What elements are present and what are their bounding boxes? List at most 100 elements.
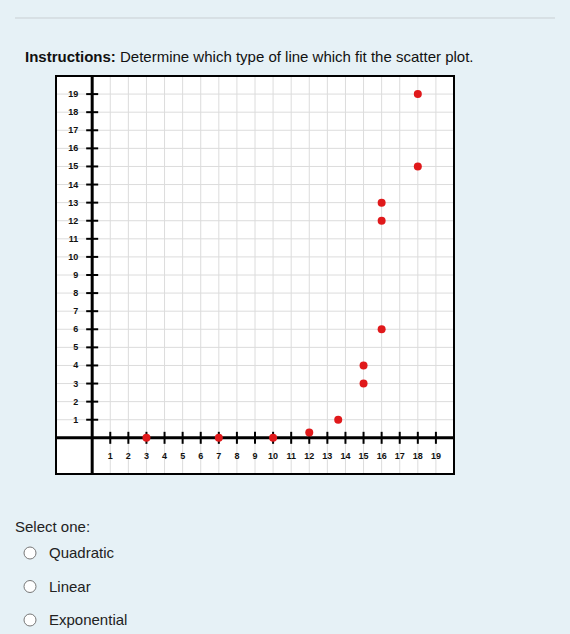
point (215, 434, 223, 442)
grid-y (56, 256, 454, 257)
x-tick-label: 8 (234, 451, 239, 461)
y-tick (86, 220, 98, 222)
y-tick-label: 2 (73, 397, 78, 407)
point (360, 380, 368, 388)
x-tick-label: 2 (126, 451, 131, 461)
radio[interactable] (24, 547, 36, 559)
x-tick (290, 432, 292, 444)
y-tick (86, 202, 98, 204)
grid-y (56, 329, 454, 330)
grid-y (56, 347, 454, 348)
grid-y (56, 383, 454, 384)
x-tick (109, 432, 111, 444)
x-tick-label: 3 (144, 451, 149, 461)
x-tick-label: 12 (304, 451, 314, 461)
y-tick-label: 10 (68, 252, 78, 262)
y-tick-label: 3 (73, 379, 78, 389)
radio[interactable] (24, 614, 36, 626)
y-tick-label: 8 (73, 288, 78, 298)
x-tick (182, 432, 184, 444)
y-tick-label: 1 (73, 415, 78, 425)
x-tick (417, 432, 419, 444)
y-tick-label: 15 (68, 161, 78, 171)
y-tick (86, 419, 98, 421)
grid-y (56, 238, 454, 239)
y-tick (86, 328, 98, 330)
y-tick-label: 7 (73, 306, 78, 316)
grid-y (56, 130, 454, 131)
y-tick (86, 346, 98, 348)
instructions-text: Determine which type of line which fit t… (116, 48, 474, 65)
grid-y (56, 184, 454, 185)
x-tick-label: 18 (413, 451, 423, 461)
point (269, 434, 277, 442)
point (414, 162, 422, 170)
grid-y (56, 311, 454, 312)
y-tick-label: 5 (73, 342, 78, 352)
grid-y (56, 293, 454, 294)
instructions: Instructions: Determine which type of li… (25, 48, 474, 65)
y-tick-label: 18 (68, 107, 78, 117)
option-label[interactable]: Quadratic (49, 544, 115, 561)
x-tick-label: 7 (216, 451, 221, 461)
grid-y (56, 148, 454, 149)
grid-y (56, 202, 454, 203)
grid-y (56, 166, 454, 167)
y-tick (86, 147, 98, 149)
y-tick (86, 274, 98, 276)
y-tick (86, 111, 98, 113)
y-tick-label: 12 (68, 216, 78, 226)
x-tick-label: 1 (108, 451, 113, 461)
point (305, 428, 313, 436)
grid-y (56, 365, 454, 366)
y-tick (86, 165, 98, 167)
y-tick-label: 4 (73, 360, 78, 370)
points (142, 90, 421, 442)
y-tick (86, 310, 98, 312)
radio[interactable] (24, 581, 36, 593)
y-tick (86, 383, 98, 385)
option-label[interactable]: Linear (49, 578, 91, 595)
grid-y (56, 275, 454, 276)
plot-background (56, 76, 454, 474)
x-tick-label: 13 (322, 451, 332, 461)
grid-y (56, 401, 454, 402)
x-tick (236, 432, 238, 444)
y-tick-label: 19 (68, 89, 78, 99)
y-tick-label: 14 (68, 180, 78, 190)
x-tick-label: 9 (252, 451, 257, 461)
x-tick-label: 16 (377, 451, 387, 461)
y-tick (86, 93, 98, 95)
y-tick-label: 16 (68, 143, 78, 153)
divider (15, 18, 555, 19)
x-tick (127, 432, 129, 444)
x-tick-label: 19 (431, 451, 441, 461)
x-tick (435, 432, 437, 444)
x-tick (254, 432, 256, 444)
grid-y (56, 419, 454, 420)
x-tick (326, 432, 328, 444)
x-tick-label: 11 (286, 451, 296, 461)
x-tick-label: 6 (198, 451, 203, 461)
page: Instructions: Determine which type of li… (0, 0, 570, 634)
y-tick (86, 184, 98, 186)
x-tick-label: 15 (359, 451, 369, 461)
prompt: Select one: (15, 518, 90, 535)
point (378, 217, 386, 225)
grid-y (56, 220, 454, 221)
x-tick (200, 432, 202, 444)
x-tick-label: 10 (268, 451, 278, 461)
y-tick-label: 6 (73, 324, 78, 334)
grid-y (56, 112, 454, 113)
y-tick (86, 256, 98, 258)
x-tick (344, 432, 346, 444)
x-tick (381, 432, 383, 444)
y-tick-label: 13 (68, 198, 78, 208)
y-tick-label: 11 (69, 234, 79, 244)
x-tick-label: 4 (162, 451, 167, 461)
y-tick (86, 238, 98, 240)
y-tick-label: 17 (68, 125, 78, 135)
point (378, 199, 386, 207)
y-tick (86, 401, 98, 403)
option-label[interactable]: Exponential (49, 611, 127, 628)
